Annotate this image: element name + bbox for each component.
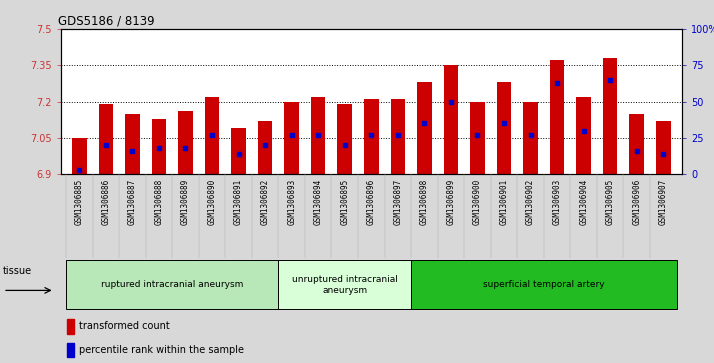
Bar (311, 97, 326, 174)
Bar (231, 128, 246, 174)
Bar (417, 82, 432, 174)
Bar (364, 99, 378, 174)
Bar (630, 114, 644, 174)
Bar (67, 343, 74, 357)
Text: GSM1306891: GSM1306891 (234, 178, 243, 225)
Bar (443, 65, 458, 174)
Bar (284, 102, 299, 174)
Bar (99, 104, 113, 174)
Text: GSM1306894: GSM1306894 (313, 178, 323, 225)
Bar (470, 102, 485, 174)
Text: transformed count: transformed count (79, 321, 170, 331)
Text: GSM1306906: GSM1306906 (632, 178, 641, 225)
Bar (66, 261, 278, 309)
Text: ruptured intracranial aneurysm: ruptured intracranial aneurysm (101, 281, 243, 289)
Text: unruptured intracranial
aneurysm: unruptured intracranial aneurysm (292, 275, 398, 295)
Text: GSM1306892: GSM1306892 (261, 178, 270, 225)
Bar (72, 138, 86, 174)
Text: GSM1306899: GSM1306899 (446, 178, 456, 225)
Bar (205, 97, 219, 174)
Bar (67, 319, 74, 334)
Text: GSM1306905: GSM1306905 (605, 178, 615, 225)
Bar (258, 121, 273, 174)
Text: GDS5186 / 8139: GDS5186 / 8139 (58, 15, 154, 28)
Text: GSM1306900: GSM1306900 (473, 178, 482, 225)
Bar (151, 119, 166, 174)
Text: GSM1306903: GSM1306903 (553, 178, 562, 225)
Text: GSM1306907: GSM1306907 (659, 178, 668, 225)
Text: percentile rank within the sample: percentile rank within the sample (79, 345, 244, 355)
Bar (338, 104, 352, 174)
Text: GSM1306893: GSM1306893 (287, 178, 296, 225)
Bar (391, 99, 405, 174)
Text: GSM1306886: GSM1306886 (101, 178, 111, 225)
Bar (411, 261, 677, 309)
Bar (178, 111, 193, 174)
Text: GSM1306887: GSM1306887 (128, 178, 137, 225)
Text: superficial temporal artery: superficial temporal artery (483, 281, 605, 289)
Text: GSM1306888: GSM1306888 (154, 178, 164, 225)
Text: GSM1306896: GSM1306896 (367, 178, 376, 225)
Text: GSM1306904: GSM1306904 (579, 178, 588, 225)
Text: GSM1306895: GSM1306895 (341, 178, 349, 225)
Text: GSM1306902: GSM1306902 (526, 178, 535, 225)
Bar (125, 114, 140, 174)
Bar (656, 121, 670, 174)
Bar (523, 102, 538, 174)
Text: GSM1306898: GSM1306898 (420, 178, 429, 225)
Bar (550, 61, 564, 174)
Bar (278, 261, 411, 309)
Text: GSM1306901: GSM1306901 (500, 178, 508, 225)
Text: GSM1306897: GSM1306897 (393, 178, 402, 225)
Bar (576, 97, 591, 174)
Text: tissue: tissue (3, 266, 32, 276)
Text: GSM1306885: GSM1306885 (75, 178, 84, 225)
Bar (603, 58, 618, 174)
Text: GSM1306890: GSM1306890 (208, 178, 216, 225)
Text: GSM1306889: GSM1306889 (181, 178, 190, 225)
Bar (497, 82, 511, 174)
